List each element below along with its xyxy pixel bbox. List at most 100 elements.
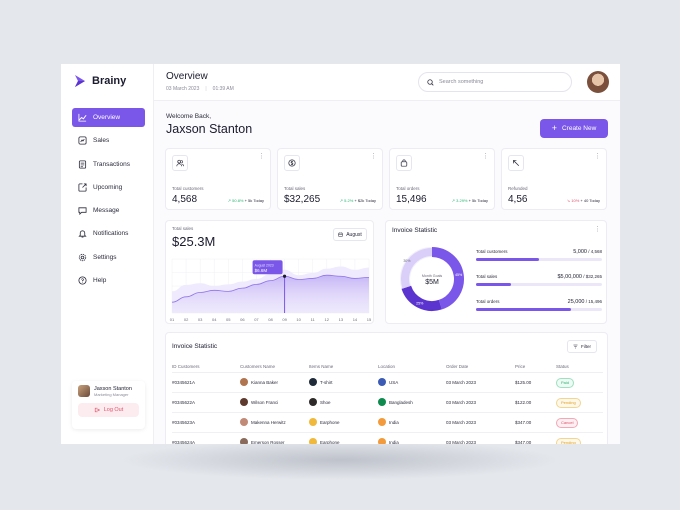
column-header[interactable]: Customers Name: [240, 364, 276, 369]
stat-value: 25,000: [567, 299, 585, 305]
tooltip-value: $6.6M: [255, 268, 268, 273]
more-options-icon[interactable]: ⋮: [370, 153, 377, 160]
more-options-icon[interactable]: ⋮: [594, 153, 601, 160]
more-options-icon[interactable]: ⋮: [482, 153, 489, 160]
column-header[interactable]: Location: [378, 364, 396, 369]
sidebar-item-label: Help: [93, 277, 107, 285]
kpi-label: Refunded: [508, 186, 528, 191]
tooltip-date: August 2023: [255, 263, 274, 267]
x-tick-label: 09: [282, 317, 287, 322]
sidebar-item-help[interactable]: Help: [72, 271, 145, 290]
kpi-value: $32,265: [284, 194, 321, 205]
trend-up-icon: ↗: [339, 198, 344, 203]
users-icon: [172, 155, 188, 171]
stat-value: $5,00,000: [557, 274, 582, 280]
cell-item: Earphone: [320, 439, 340, 445]
cell-customer: Makenna Herwitz: [251, 419, 286, 425]
brand[interactable]: Brainy: [73, 74, 126, 88]
stat-total: $32,265: [585, 274, 602, 279]
page-date: 03 March 2023 | 01:39 AM: [166, 86, 234, 92]
filter-button[interactable]: Filter: [567, 340, 597, 353]
x-tick-label: 03: [198, 317, 203, 322]
main-content: Overview 03 March 2023 | 01:39 AM Welcom…: [154, 64, 620, 444]
kpi-change: 10%: [571, 198, 580, 203]
table-row[interactable]: #0345621A Kianna Baker T-shirt USA 03 March …: [172, 373, 603, 393]
cell-item: T-shirt: [320, 379, 333, 385]
invoice-table-title: Invoice Statistic: [172, 343, 218, 350]
sidebar-item-transactions[interactable]: Transactions: [72, 155, 145, 174]
sales-area-chart: August 2023$6.6M 01 02 03 04 05 06 07 08 09 10 11 12…: [170, 258, 372, 322]
cell-date: 03 March 2023: [446, 420, 477, 425]
chart-line-icon: [78, 113, 87, 122]
date-text: 03 March 2023: [166, 86, 200, 92]
column-header[interactable]: Status: [556, 364, 569, 369]
search-box[interactable]: [418, 72, 572, 92]
sales-chart-label: Total sales: [172, 226, 194, 231]
create-new-button[interactable]: + Create New: [540, 119, 608, 138]
table-row[interactable]: #0345624A Emerson Rosser Earphone India 03 M…: [172, 433, 603, 444]
donut-percent-label: 45%: [455, 273, 463, 277]
sidebar-item-overview[interactable]: Overview: [72, 108, 145, 127]
logout-label: Log Out: [103, 407, 124, 413]
kpi-card-sales[interactable]: ⋮ Total sales $32,265 ↗ 5.2% + $2k Today: [277, 148, 383, 210]
cell-item: Earphone: [320, 419, 340, 425]
x-tick-label: 14: [353, 317, 358, 322]
sales-chart-value: $25.3M: [172, 234, 216, 249]
x-tick-label: 15: [367, 317, 372, 322]
flag-icon: [378, 438, 386, 444]
user-avatar[interactable]: [587, 71, 609, 93]
sales-chart-panel: August 2023 $6.6M 01 02 03 04 05 06 07 08 09 10 11 12…: [165, 220, 374, 324]
x-tick-label: 12: [325, 317, 330, 322]
kpi-card-orders[interactable]: ⋮ Total orders 15,496 ↗ 3.29% + 5k Today: [389, 148, 495, 210]
more-options-icon[interactable]: ⋮: [594, 226, 601, 233]
column-header[interactable]: Price: [515, 364, 526, 369]
kpi-cards: ⋮ Total customers 4,568 ↗ 50.8% + 5k Tod…: [165, 148, 607, 210]
profile-card: Jaxson Stanton Marketing Manager Log Out: [72, 381, 145, 429]
invoice-table-panel: Invoice Statistic Filter ID Customers Cu…: [165, 332, 608, 444]
stat-label: Total orders: [476, 299, 500, 304]
welcome-name: Jaxson Stanton: [166, 122, 253, 136]
cell-id: #0345622A: [172, 400, 196, 405]
stat-bar: [476, 308, 602, 311]
sidebar-item-message[interactable]: Message: [72, 201, 145, 220]
x-tick-label: 04: [212, 317, 217, 322]
kpi-value: 15,496: [396, 194, 427, 205]
status-badge: Pending: [556, 437, 581, 444]
table-row[interactable]: #0345622A Wilson Franci Shoe Bangladesh 03 M…: [172, 393, 603, 413]
kpi-card-customers[interactable]: ⋮ Total customers 4,568 ↗ 50.8% + 5k Tod…: [165, 148, 271, 210]
search-input[interactable]: [439, 79, 559, 85]
page-title: Overview: [166, 71, 208, 82]
kpi-value: 4,56: [508, 194, 528, 205]
sidebar-item-sales[interactable]: Sales: [72, 131, 145, 150]
message-icon: [78, 206, 87, 216]
profile-row[interactable]: Jaxson Stanton Marketing Manager: [72, 381, 145, 401]
column-header[interactable]: ID Customers: [172, 364, 200, 369]
sidebar-item-settings[interactable]: Settings: [72, 248, 145, 267]
kpi-change: 3.29%: [456, 198, 468, 203]
flag-icon: [378, 398, 386, 406]
sidebar-item-label: Message: [93, 207, 120, 215]
month-goals-donut: 45% 25% 30% Month Goals$5M: [400, 247, 464, 311]
cell-customer: Emerson Rosser: [251, 439, 285, 445]
date-divider: |: [205, 86, 207, 92]
column-header[interactable]: Order Date: [446, 364, 469, 369]
sidebar-item-label: Upcoming: [93, 183, 123, 191]
avatar: [78, 385, 90, 397]
item-thumbnail-icon: [309, 378, 317, 386]
table-row[interactable]: #0345623A Makenna Herwitz Earphone India 03 …: [172, 413, 603, 433]
more-options-icon[interactable]: ⋮: [258, 153, 265, 160]
kpi-delta: + 5k Today: [468, 198, 488, 203]
tooltip-box: [252, 260, 283, 275]
month-select[interactable]: August: [333, 228, 367, 241]
logout-button[interactable]: Log Out: [78, 403, 139, 417]
stat-label: Total customers: [476, 249, 508, 254]
sidebar-item-upcoming[interactable]: Upcoming: [72, 178, 145, 197]
sidebar-item-notifications[interactable]: Notifications: [72, 224, 145, 243]
kpi-card-refunded[interactable]: ⋮ Refunded 4,56 ↘ 10% + 40 Today: [501, 148, 607, 210]
drop-shadow: [120, 440, 560, 480]
search-icon: [427, 78, 434, 86]
trend-up-icon: ↗: [227, 198, 232, 203]
column-header[interactable]: Items Name: [309, 364, 334, 369]
cell-customer: Wilson Franci: [251, 399, 279, 405]
stat-bar: [476, 258, 602, 261]
